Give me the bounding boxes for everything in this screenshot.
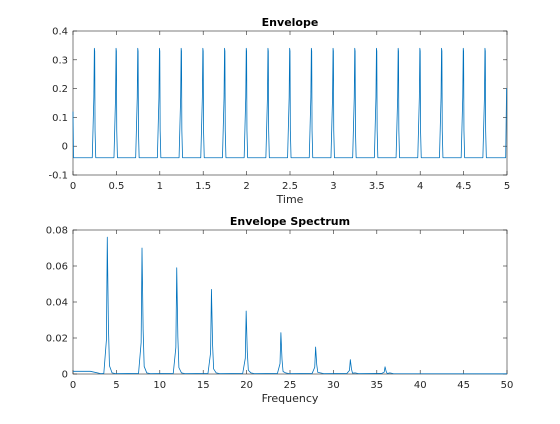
envelope-spectrum-xtick-label: 35 — [370, 380, 383, 391]
envelope-spectrum-series-line — [73, 236, 508, 375]
envelope-spectrum-xtick-label: 25 — [284, 380, 297, 391]
envelope-spectrum-xtick-label: 20 — [240, 380, 253, 391]
envelope-ytick-label: 0 — [62, 142, 68, 153]
envelope-xtick-label: 3.5 — [369, 181, 385, 192]
envelope-spectrum-ytick-label: 0.06 — [46, 262, 68, 273]
envelope-spectrum-xtick-label: 40 — [414, 380, 427, 391]
envelope-series-line — [72, 47, 507, 159]
envelope-xtick-label: 1 — [157, 181, 163, 192]
envelope-spectrum-ytick-label: 0.04 — [46, 298, 68, 309]
envelope-ytick-label: 0.3 — [52, 55, 68, 66]
envelope-xlabel: Time — [276, 193, 304, 206]
envelope-spectrum-xlabel: Frequency — [262, 392, 319, 405]
envelope-title: Envelope — [262, 16, 319, 29]
envelope-spectrum-title: Envelope Spectrum — [230, 215, 350, 228]
envelope-spectrum-xtick-label: 15 — [197, 380, 210, 391]
envelope-spectrum-ytick-label: 0.02 — [46, 334, 68, 345]
envelope-xtick-label: 0.5 — [108, 181, 124, 192]
envelope-spectrum-ytick-label: 0 — [62, 370, 68, 381]
envelope-ytick-label: 0.4 — [52, 27, 68, 38]
envelope-xtick-label: 0 — [70, 181, 76, 192]
envelope-ytick-label: 0.1 — [52, 113, 68, 124]
envelope-ytick-label: -0.1 — [48, 171, 68, 182]
envelope-xtick-label: 3 — [330, 181, 336, 192]
envelope-xtick-label: 2 — [243, 181, 249, 192]
envelope-spectrum-chart: Envelope Spectrum Frequency 0 5 10 15 20 25 30… — [46, 215, 514, 405]
envelope-spectrum-xtick-label: 50 — [501, 380, 514, 391]
envelope-spectrum-xtick-label: 45 — [457, 380, 470, 391]
envelope-spectrum-xtick-label: 5 — [113, 380, 119, 391]
envelope-spectrum-axes — [72, 229, 508, 375]
envelope-spectrum-ytick-label: 0.08 — [46, 226, 68, 237]
envelope-xtick-label: 1.5 — [195, 181, 211, 192]
envelope-xtick-label: 4 — [417, 181, 423, 192]
envelope-xtick-label: 4.5 — [456, 181, 472, 192]
envelope-spectrum-xtick-label: 10 — [153, 380, 166, 391]
envelope-spectrum-xtick-label: 0 — [70, 380, 76, 391]
envelope-xtick-label: 2.5 — [282, 181, 298, 192]
envelope-spectrum-xtick-label: 30 — [327, 380, 340, 391]
envelope-chart: Envelope Time 0 0.5 1 1.5 2 2.5 3 3.5 4 4.5 5-0.10… — [48, 16, 510, 206]
envelope-xtick-label: 5 — [504, 181, 510, 192]
envelope-ytick-label: 0.2 — [52, 84, 68, 95]
